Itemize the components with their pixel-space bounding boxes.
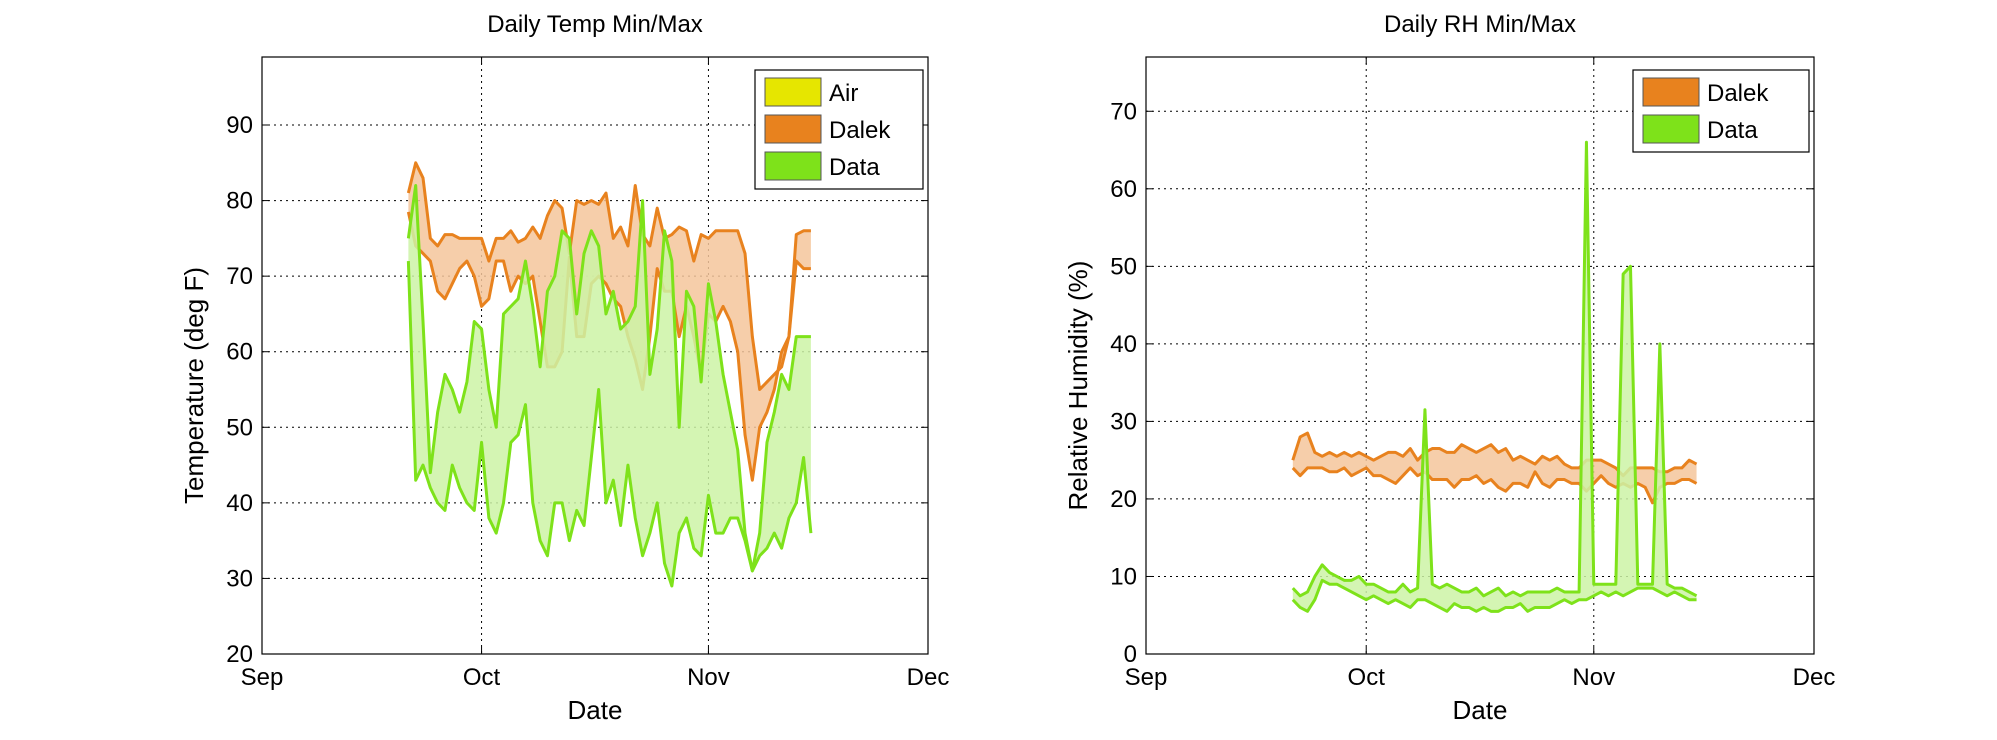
- x-tick-label: Nov: [1572, 664, 1615, 691]
- x-tick-label: Oct: [1348, 664, 1386, 691]
- max-line-dalek: [406, 161, 811, 392]
- max-line-data: [406, 183, 811, 573]
- legend-swatch-data: [764, 151, 822, 181]
- max-line-data: [1291, 140, 1698, 598]
- y-tick-label: 20: [226, 641, 253, 668]
- x-tick-label: Nov: [687, 664, 730, 691]
- legend-swatch-dalek: [764, 114, 822, 144]
- temperature-chart: 20 30 40 50 60 70 80 90 Sep Oct Nov Dec Daily Temp M…: [179, 11, 949, 725]
- y-tick-label: 70: [1110, 98, 1137, 125]
- min-line-data: [406, 260, 813, 588]
- y-tick-label: 70: [226, 263, 253, 290]
- y-tick-label: 90: [226, 112, 253, 139]
- min-line-dalek: [406, 211, 811, 482]
- band-fill-data: [408, 185, 811, 586]
- y-tick-label: 60: [226, 339, 253, 366]
- axes-box: [261, 56, 929, 655]
- legend-label-dalek: Dalek: [829, 117, 891, 144]
- band-fill-data: [1292, 142, 1697, 612]
- y-tick-label: 40: [1110, 331, 1137, 358]
- chart-title: Daily RH Min/Max: [1384, 11, 1576, 38]
- y-tick-label: 50: [226, 414, 253, 441]
- y-tick-label: 50: [1110, 253, 1137, 280]
- x-tick-label: Dec: [1793, 664, 1836, 691]
- x-axis-label: Date: [1453, 695, 1508, 725]
- legend-label-data: Data: [1707, 117, 1758, 144]
- y-tick-label: 30: [1110, 408, 1137, 435]
- y-axis-label: Relative Humidity (%): [1063, 261, 1093, 511]
- legend-label-dalek: Dalek: [1707, 80, 1769, 107]
- x-axis-label: Date: [568, 695, 623, 725]
- y-tick-label: 0: [1124, 641, 1137, 668]
- legend-swatch-data: [1642, 114, 1700, 144]
- y-tick-label: 80: [226, 188, 253, 215]
- y-tick-label: 40: [226, 490, 253, 517]
- y-axis-label: Temperature (deg F): [179, 267, 209, 504]
- y-tick-label: 10: [1110, 563, 1137, 590]
- min-line-data: [1291, 578, 1697, 613]
- legend-swatch-dalek: [1642, 77, 1700, 107]
- y-tick-label: 20: [1110, 486, 1137, 513]
- humidity-chart: 0 10 20 30 40 50 60 70 Sep Oct Nov Dec Daily RH Min/…: [1063, 11, 1835, 725]
- y-tick-label: 60: [1110, 176, 1137, 203]
- x-tick-label: Oct: [463, 664, 501, 691]
- x-tick-label: Sep: [241, 664, 284, 691]
- x-tick-label: Sep: [1125, 664, 1168, 691]
- chart-title: Daily Temp Min/Max: [487, 11, 703, 38]
- legend-label-air: Air: [829, 80, 858, 107]
- legend-label-data: Data: [829, 154, 880, 181]
- legend-swatch-air: [764, 77, 822, 107]
- y-tick-label: 30: [226, 565, 253, 592]
- x-tick-label: Dec: [907, 664, 950, 691]
- axes-box: [1145, 56, 1815, 655]
- band-fill-dalek: [408, 162, 811, 481]
- plot-area: [1146, 57, 1814, 654]
- band-fill-dalek: [1292, 433, 1697, 503]
